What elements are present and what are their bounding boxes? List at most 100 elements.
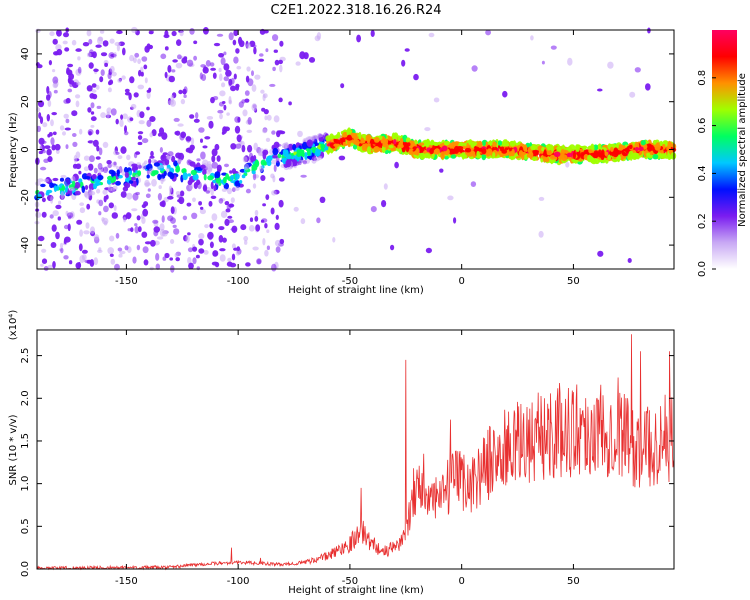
heatmap-cell [266,229,270,233]
heatmap-cell [109,235,115,242]
snr-frame [36,329,675,570]
heatmap-cell [161,132,168,140]
heatmap-cell [223,51,227,56]
colorbar-tick-label: 0.4 [697,165,708,181]
heatmap-cell [153,162,160,167]
heatmap-cell [219,90,226,97]
heatmap-cell [192,197,196,203]
heatmap-cell [48,132,53,137]
heatmap-cell [293,206,299,212]
heatmap-cell [247,117,252,125]
colorbar-tick-label: 0.0 [697,261,708,277]
heatmap-cell [117,78,122,83]
heatmap-cell [272,175,276,183]
heatmap-cell [279,64,283,73]
heatmap-cell [339,138,344,142]
heatmap-cell [69,81,73,88]
heatmap-cell [168,185,173,194]
heatmap-cell [170,239,175,244]
heatmap-cell [169,257,173,261]
heatmap-cell [90,226,95,235]
heatmap-cell [247,144,253,153]
heatmap-cell [73,155,78,163]
heatmap-cell [120,191,127,198]
heatmap-cell [205,60,211,67]
heatmap-cell [262,128,268,134]
heatmap-cell [152,219,159,224]
heatmap-cell [171,30,177,37]
heatmap-cell [381,200,387,208]
heatmap-cell [222,237,227,243]
heatmap-cell [257,151,264,157]
heatmap-cell [173,160,178,167]
heatmap-cell [39,145,43,151]
heatmap-cell [419,152,426,160]
heatmap-cell [615,143,619,149]
heatmap-cell [151,179,157,187]
heatmap-cell [238,101,244,108]
heatmap-cell [453,145,460,154]
heatmap-cell [179,133,185,141]
heatmap-cell [134,223,138,227]
heatmap-cell [219,73,223,81]
heatmap-cell [116,30,123,35]
heatmap-cell [146,43,151,50]
heatmap-cell [398,147,402,154]
heatmap-cell [60,191,65,200]
heatmap-cell [476,150,480,158]
heatmap-cell [235,48,240,54]
heatmap-cell [71,39,77,46]
heatmap-cell [108,52,115,59]
heatmap-cell [190,145,195,149]
heatmap-cell [134,52,140,58]
heatmap-cell [117,247,123,252]
heatmap-cell [266,114,272,121]
heatmap-cell [64,127,72,131]
heatmap-cell [391,132,396,140]
heatmap-cell [538,196,545,201]
heatmap-x-label: Height of straight line (km) [288,285,424,296]
heatmap-cell [216,33,224,37]
heatmap-cell [54,143,61,151]
heatmap-cell [180,98,186,105]
heatmap-cell [227,215,233,219]
heatmap-cell [175,62,183,69]
heatmap-cell [146,174,150,179]
heatmap-cell [485,29,491,36]
heatmap-cell [497,140,503,146]
heatmap-cell [236,246,241,252]
heatmap-cell [199,208,206,215]
heatmap-cell [162,160,168,166]
heatmap-cell [90,111,95,115]
heatmap-cell [575,144,580,153]
heatmap-cell [233,29,239,37]
heatmap-cell [44,145,51,150]
heatmap-cell [60,174,67,179]
heatmap-cell [37,178,44,182]
heatmap-cell [235,143,242,149]
heatmap-cell [83,230,90,235]
heatmap-cell [91,173,97,180]
heatmap-cell [118,253,123,258]
heatmap-cell [370,206,377,213]
heatmap-cell [55,30,60,35]
heatmap-cell [296,149,302,156]
heatmap-cell [42,122,48,128]
heatmap-cell [52,82,58,89]
heatmap-cell [98,147,103,156]
heatmap-cell [529,151,534,159]
heatmap-cell [223,76,229,82]
heatmap-cell [601,149,605,157]
heatmap-cell [176,39,182,46]
heatmap-cell [179,190,185,197]
heatmap-cell [274,239,281,247]
heatmap-cell [236,134,242,143]
heatmap-cell [365,134,372,142]
heatmap-cell [225,69,232,77]
heatmap-cell [211,148,218,157]
heatmap-cell [470,181,477,188]
heatmap-cell [316,32,322,40]
heatmap-cell [52,69,56,73]
heatmap-cell [465,147,472,153]
heatmap-cell [63,113,69,119]
